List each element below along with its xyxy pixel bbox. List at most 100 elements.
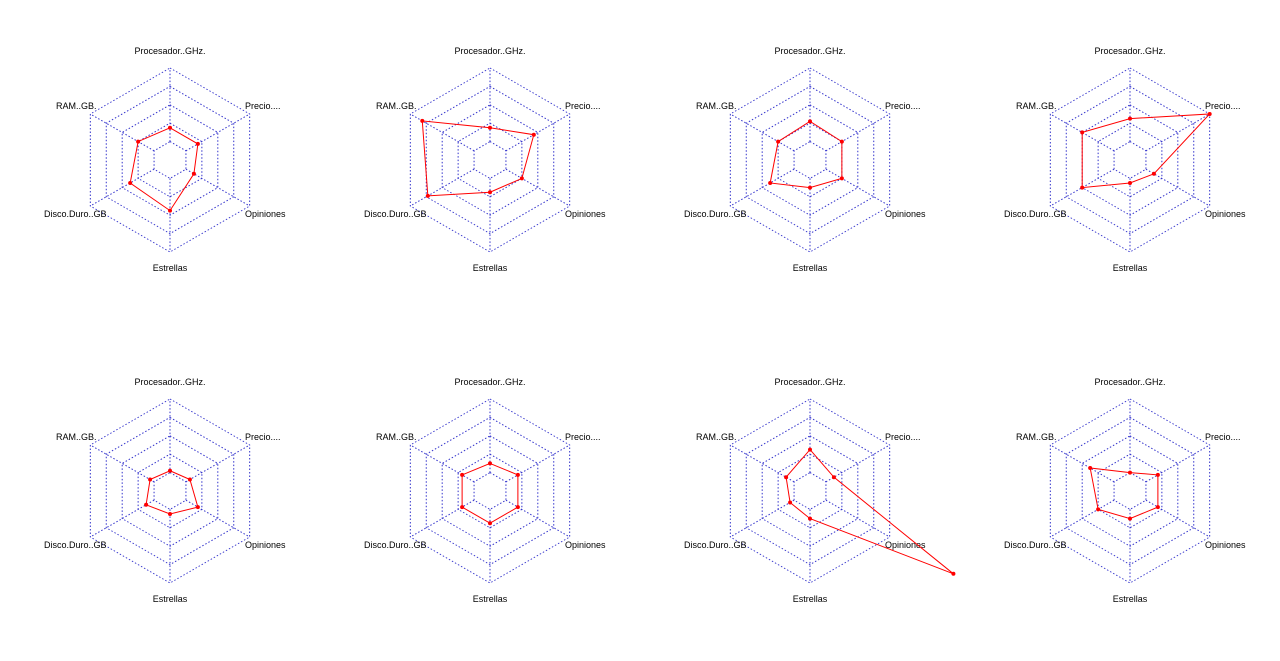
data-point-4 [168,208,172,213]
axis-label: Opiniones [1205,209,1246,219]
data-point-4 [488,521,492,526]
axis-label: Opiniones [885,540,926,550]
data-point-4 [1128,516,1132,521]
data-point-5 [460,505,465,510]
axis-label: Disco.Duro..GB [364,540,427,550]
data-point-5 [1080,185,1085,190]
grid-ring-3 [761,104,859,216]
data-point-3 [1155,505,1160,510]
data-point-6 [136,139,141,144]
data-point-2 [187,477,192,482]
data-point-6 [1088,466,1093,470]
axis-label: Estrellas [473,263,508,273]
data-point-6 [420,118,425,123]
data-point-1 [808,447,812,452]
data-point-2 [531,132,536,137]
grid-ring-4 [105,416,235,566]
axis-label: Disco.Duro..GB [364,209,427,219]
axis-label: Estrellas [793,594,828,604]
radar-panel-6: Procesador..GHz. Precio.... Opiniones Estre… [364,377,606,604]
data-point-5 [788,500,793,505]
data-point-3 [191,171,196,176]
radar-panel-3: Procesador..GHz. Precio.... Opiniones Estre… [684,46,926,273]
grid-ring-4 [745,416,875,566]
data-point-2 [839,139,844,144]
axis-label: Procesador..GHz. [134,377,205,387]
axis-label: Procesador..GHz. [454,46,525,56]
data-point-6 [784,475,789,480]
data-point-3 [839,176,844,181]
axis-label: Precio.... [565,101,601,111]
data-point-2 [1207,112,1212,116]
axis-label: Procesador..GHz. [1094,46,1165,56]
data-point-3 [195,505,200,510]
radar-panel-8: Procesador..GHz. Precio.... Opiniones Estre… [1004,377,1246,604]
series-line [421,120,535,197]
data-point-1 [1128,116,1132,121]
data-point-4 [168,512,172,516]
data-point-1 [168,125,172,130]
axis-label: Estrellas [153,263,188,273]
axis-label: Disco.Duro..GB [44,540,107,550]
grid-ring-3 [441,104,539,216]
axis-label: Estrellas [473,594,508,604]
axis-label: RAM..GB. [1016,432,1057,442]
grid-ring-3 [1081,435,1179,547]
axis-label: Disco.Duro..GB [1004,540,1067,550]
data-point-3 [951,571,956,576]
grid-ring-1 [153,141,187,179]
grid-spoke-3 [1145,499,1210,538]
axis-label: Precio.... [885,101,921,111]
data-point-3 [515,505,520,510]
grid-spoke-3 [825,499,890,538]
grid-ring-1 [153,472,187,510]
grid-spoke-3 [185,499,250,538]
axis-label: Precio.... [885,432,921,442]
data-point-4 [808,516,812,521]
grid-ring-4 [105,85,235,235]
axis-label: RAM..GB. [1016,101,1057,111]
axis-label: RAM..GB. [376,101,417,111]
grid-ring-1 [1113,472,1147,510]
axis-label: Disco.Duro..GB [684,209,747,219]
grid-ring-1 [793,141,827,179]
axis-label: Estrellas [1113,263,1148,273]
grid-ring-1 [793,472,827,510]
axis-label: Opiniones [565,540,606,550]
grid-spoke-3 [505,499,570,538]
grid-ring-3 [1081,104,1179,216]
axis-label: Opiniones [565,209,606,219]
axis-label: RAM..GB. [376,432,417,442]
grid-ring-4 [1065,416,1195,566]
axis-label: Procesador..GHz. [134,46,205,56]
grid-ring-3 [121,435,219,547]
grid-ring-3 [121,104,219,216]
axis-label: RAM..GB. [696,101,737,111]
grid-ring-4 [1065,85,1195,235]
data-point-5 [768,181,773,185]
axis-label: Procesador..GHz. [774,46,845,56]
series-line [769,120,843,189]
axis-label: Disco.Duro..GB [44,209,107,219]
grid-ring-3 [761,435,859,547]
data-point-4 [808,185,812,190]
axis-label: Procesador..GHz. [774,377,845,387]
radar-panel-4: Procesador..GHz. Precio.... Opiniones Estre… [1004,46,1246,273]
data-point-5 [425,193,430,198]
data-point-3 [1151,171,1156,176]
grid-ring-4 [425,85,555,235]
grid-ring-1 [473,472,507,510]
data-point-4 [1128,181,1132,185]
axis-label: RAM..GB. [56,432,97,442]
axis-label: Precio.... [245,101,281,111]
grid-ring-4 [745,85,875,235]
data-point-5 [1096,507,1101,512]
data-point-1 [808,119,812,124]
data-point-6 [460,472,465,477]
series-line [785,448,954,575]
axis-label: Procesador..GHz. [1094,377,1165,387]
data-point-2 [515,472,520,477]
axis-label: Disco.Duro..GB [684,540,747,550]
grid-ring-1 [1113,141,1147,179]
